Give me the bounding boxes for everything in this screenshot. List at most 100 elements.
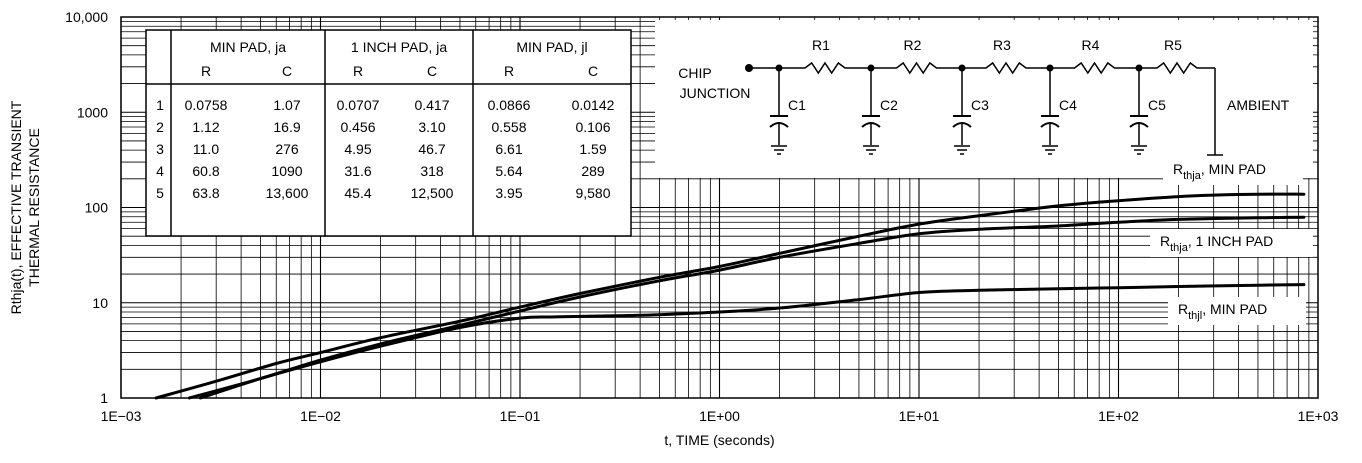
resistor-label: R4 (1082, 37, 1100, 53)
ambient-label: AMBIENT (1227, 97, 1290, 113)
table-cell: 0.106 (575, 119, 610, 135)
table-cell: 318 (420, 163, 444, 179)
series-label: Rthja, 1 INCH PAD (1160, 233, 1273, 254)
resistor-4 (1050, 61, 1139, 75)
x-tick-label: 1E+03 (1298, 408, 1339, 424)
series-line-1 (154, 192, 1306, 400)
series-label-box (1168, 297, 1306, 325)
table-cell: 1.07 (273, 97, 300, 113)
resistor-label: R5 (1164, 37, 1182, 53)
series-label-sub: thja (1183, 170, 1202, 182)
table-group-header: 1 INCH PAD, ja (351, 39, 447, 55)
resistor-label: R2 (904, 37, 922, 53)
y-axis-title-line-1: Rthja(t), EFFECTIVE TRANSIENT (8, 100, 24, 314)
table-cell: 12,500 (411, 185, 454, 201)
table-group-header: MIN PAD, jl (516, 39, 587, 55)
table-group-header: MIN PAD, ja (210, 39, 286, 55)
resistor-5 (1139, 61, 1215, 75)
capacitor-label: C2 (880, 97, 898, 113)
table-subheader: C (282, 63, 292, 79)
series-label-rest: , MIN PAD (1201, 161, 1266, 177)
table-cell: 1.59 (579, 141, 606, 157)
resistor-3 (962, 61, 1050, 75)
table-cell: 2 (156, 119, 164, 135)
series-label-sub: thja (1170, 242, 1189, 254)
table-cell: 1.12 (192, 119, 219, 135)
data-curves (154, 192, 1306, 400)
table-cell: 0.558 (491, 119, 526, 135)
series-line-3 (198, 283, 1306, 400)
table-subheader: R (201, 63, 211, 79)
capacitor-label: C1 (788, 97, 806, 113)
resistor-label: R3 (993, 37, 1011, 53)
table-subheader: C (588, 63, 598, 79)
series-label: Rthjl, MIN PAD (1178, 301, 1267, 322)
table-cell: 11.0 (193, 141, 219, 157)
series-label-main: R (1173, 161, 1183, 177)
table-cell: 13,600 (266, 185, 309, 201)
y-tick-label: 100 (85, 200, 109, 216)
table-cell: 1090 (271, 163, 302, 179)
table-cell: 5.64 (495, 163, 522, 179)
table-cell: 3.10 (418, 119, 445, 135)
table-cell: 276 (275, 141, 299, 157)
y-axis-title-line-2: THERMAL RESISTANCE (26, 128, 42, 287)
x-tick-label: 1E−02 (300, 408, 341, 424)
table-cell: 5 (156, 185, 164, 201)
resistor-label: R1 (812, 37, 830, 53)
y-tick-label: 10 (92, 295, 108, 311)
table-cell: 16.9 (273, 119, 300, 135)
y-tick-label: 1000 (77, 104, 108, 120)
table-cell: 0.0707 (337, 97, 380, 113)
rc-table (145, 29, 632, 237)
chip-label: CHIP (678, 65, 711, 81)
table-cell: 9,580 (575, 185, 610, 201)
insets: MIN PAD, ja 1 INCH PAD, ja MIN PAD, jlR C R C… (145, 20, 1313, 237)
y-tick-label: 1 (100, 390, 108, 406)
table-cell: 4.95 (344, 141, 371, 157)
table-subheader: R (353, 63, 363, 79)
table-subheader: C (427, 63, 437, 79)
table-cell: 0.0866 (488, 97, 531, 113)
series-label-rest: , MIN PAD (1202, 301, 1267, 317)
series-label-sub: thjl (1188, 310, 1202, 322)
series-label-main: R (1160, 233, 1170, 249)
table-cell: 31.6 (344, 163, 371, 179)
x-axis-title: t, TIME (seconds) (664, 432, 774, 448)
table-cell: 0.417 (414, 97, 449, 113)
rc-network-diagram (655, 20, 1313, 178)
table-cell: 289 (581, 163, 605, 179)
x-tick-label: 1E+00 (699, 408, 740, 424)
table-cell: 0.456 (340, 119, 375, 135)
junction-label: JUNCTION (680, 85, 751, 101)
series-label: Rthja, MIN PAD (1173, 161, 1266, 182)
table-cell: 1 (156, 97, 164, 113)
capacitor-label: C4 (1059, 97, 1077, 113)
table-cell: 45.4 (344, 185, 371, 201)
table-cell: 0.0758 (185, 97, 228, 113)
table-cell: 3.95 (495, 185, 522, 201)
series-label-box (1150, 229, 1313, 257)
resistor-1 (779, 61, 871, 75)
table-cell: 46.7 (418, 141, 445, 157)
series-line-2 (187, 215, 1306, 400)
table-cell: 4 (156, 163, 164, 179)
table-cell: 60.8 (192, 163, 219, 179)
x-tick-label: 1E+01 (899, 408, 940, 424)
series-label-rest: , 1 INCH PAD (1188, 233, 1273, 249)
series-label-main: R (1178, 301, 1188, 317)
y-tick-label: 10,000 (65, 9, 108, 25)
table-cell: 6.61 (495, 141, 522, 157)
tick-labels: 1E−03 1E−02 1E−01 1E+00 1E+01 1E+02 1E+0311010… (65, 9, 1338, 424)
table-cell: 63.8 (192, 185, 219, 201)
table-cell: 3 (156, 141, 164, 157)
capacitor-label: C5 (1148, 97, 1166, 113)
plot-frame (120, 16, 1319, 399)
resistor-2 (871, 61, 962, 75)
table-cell: 0.0142 (572, 97, 615, 113)
series-label-box (1163, 157, 1303, 185)
table-subheader: R (504, 63, 514, 79)
x-tick-label: 1E+02 (1098, 408, 1139, 424)
